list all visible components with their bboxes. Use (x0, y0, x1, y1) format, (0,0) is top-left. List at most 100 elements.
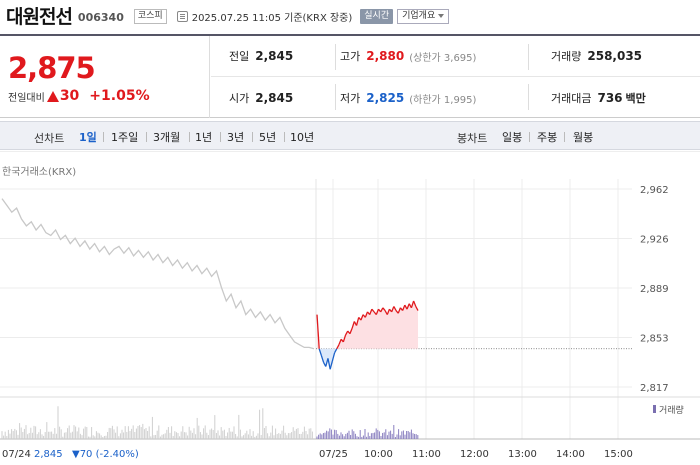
tab-divider (220, 132, 221, 142)
chart-tab-bar: 선차트 1일 1주일 3개월 1년 3년 5년 10년 봉차트 일봉 주봉 월봉 (0, 121, 700, 150)
quote-time: 2025.07.25 11:05 기준(KRX 장중) (191, 12, 353, 24)
prev-day-date: 07/24 (2, 449, 31, 460)
exchange-label: 한국거래소(KRX) (2, 167, 77, 178)
calendar-icon (176, 10, 188, 22)
today-line-segment (364, 311, 369, 318)
chevron-down-icon (438, 14, 445, 18)
prev-close-value: 2,845 (255, 49, 294, 63)
high-label: 고가 (340, 50, 361, 63)
today-line-segment (342, 334, 347, 343)
low-price: 저가 2,825 (하한가 1,995) (340, 88, 476, 108)
today-line-segment (336, 344, 340, 350)
volume-legend-label: 거래량 (659, 404, 684, 416)
today-line-segment (338, 338, 342, 345)
open-label: 시가 (229, 92, 250, 105)
today-line-segment (316, 314, 320, 349)
tab-3m[interactable]: 3개월 (153, 131, 181, 144)
tab-3y[interactable]: 3년 (227, 131, 245, 144)
stock-name: 대원전선 (6, 5, 73, 28)
up-triangle-icon (46, 90, 59, 102)
volume-value: 258,035 (587, 49, 643, 63)
y-tick-label: 2,853 (640, 334, 669, 345)
tab-1d[interactable]: 1일 (79, 131, 97, 144)
tab-monthly[interactable]: 월봉 (573, 131, 594, 144)
company-overview-label: 기업개요 (402, 10, 436, 21)
today-line-segment (386, 308, 391, 315)
tab-1w[interactable]: 1주일 (111, 131, 139, 144)
today-line-segment (320, 355, 325, 363)
y-tick-label: 2,962 (640, 185, 669, 196)
today-line-segment (331, 352, 336, 362)
tab-divider (529, 132, 530, 142)
x-tick-label: 13:00 (508, 449, 537, 460)
price-chart[interactable]: 한국거래소(KRX) 2,962 2,926 2,889 2,853 2,817 거래량 0… (0, 151, 700, 465)
today-line-segment (360, 314, 364, 321)
trade-amount: 거래대금 736 백만 (551, 88, 646, 108)
today-line-segment (391, 306, 395, 313)
x-tick-label: 10:00 (364, 449, 393, 460)
tab-daily[interactable]: 일봉 (502, 131, 523, 144)
tab-weekly[interactable]: 주봉 (537, 131, 558, 144)
prev-close: 전일 2,845 (229, 46, 293, 66)
quote-box: 2,875 전일대비 30 +1.05% 전일 2,845 고가 2,880 (… (0, 34, 700, 118)
today-line-segment (382, 307, 386, 311)
diff-label: 전일대비 (8, 92, 45, 104)
divider (335, 84, 336, 110)
today-line-segment (413, 300, 417, 307)
tab-divider (284, 132, 285, 142)
amount-label: 거래대금 (551, 92, 592, 105)
realtime-button[interactable]: 실시간 (360, 8, 394, 24)
upper-limit: (상한가 3,695) (409, 52, 477, 64)
low-value: 2,825 (366, 91, 405, 105)
tab-divider (103, 132, 104, 142)
tab-5y[interactable]: 5년 (259, 131, 277, 144)
low-label: 저가 (340, 92, 361, 105)
y-tick-label: 2,889 (640, 284, 669, 295)
today-line-segment (355, 317, 360, 326)
amount-unit: 백만 (625, 92, 646, 105)
current-price: 2,875 (8, 51, 96, 85)
line-chart-title: 선차트 (34, 132, 65, 145)
tab-divider (189, 132, 190, 142)
volume: 거래량 258,035 (551, 46, 642, 66)
today-line-segment (415, 306, 419, 311)
open-value: 2,845 (255, 91, 294, 105)
lower-limit: (하한가 1,995) (409, 94, 477, 106)
today-line-segment (393, 306, 397, 311)
today-line-segment (406, 303, 410, 310)
down-fill-area (317, 348, 418, 370)
today-line-segment (318, 348, 323, 356)
company-overview-button[interactable]: 기업개요 (397, 8, 450, 24)
y-tick-label: 2,817 (640, 383, 669, 394)
candle-chart-title: 봉차트 (457, 132, 488, 145)
tab-divider (252, 132, 253, 142)
today-line-segment (351, 321, 355, 329)
volume-legend-swatch (653, 405, 656, 413)
today-line-segment (344, 330, 349, 336)
x-tick-label: 07/25 (319, 449, 348, 460)
y-tick-label: 2,926 (640, 235, 669, 246)
amount-value: 736 (597, 91, 623, 105)
divider (335, 44, 336, 70)
today-line-segment (329, 360, 333, 370)
diff-value: 30 (59, 88, 80, 104)
tab-divider (564, 132, 565, 142)
open-price: 시가 2,845 (229, 88, 293, 108)
prev-day-close: 2,845 (34, 449, 63, 460)
up-fill-area (317, 301, 418, 349)
divider (211, 76, 700, 77)
high-price: 고가 2,880 (상한가 3,695) (340, 46, 476, 66)
tab-divider (146, 132, 147, 142)
today-line-segment (349, 328, 353, 334)
x-tick-label: 12:00 (460, 449, 489, 460)
price-block: 2,875 전일대비 30 +1.05% (0, 36, 210, 118)
tab-1y[interactable]: 1년 (195, 131, 213, 144)
prev-close-label: 전일 (229, 50, 250, 63)
stock-header: 대원전선 006340 코스피 2025.07.25 11:05 기준(KRX … (0, 0, 700, 30)
today-line-segment (333, 348, 338, 354)
x-tick-label: 14:00 (556, 449, 585, 460)
today-line-segment (327, 358, 331, 370)
high-value: 2,880 (366, 49, 405, 63)
tab-10y[interactable]: 10년 (290, 131, 315, 144)
today-line-segment (371, 308, 375, 313)
